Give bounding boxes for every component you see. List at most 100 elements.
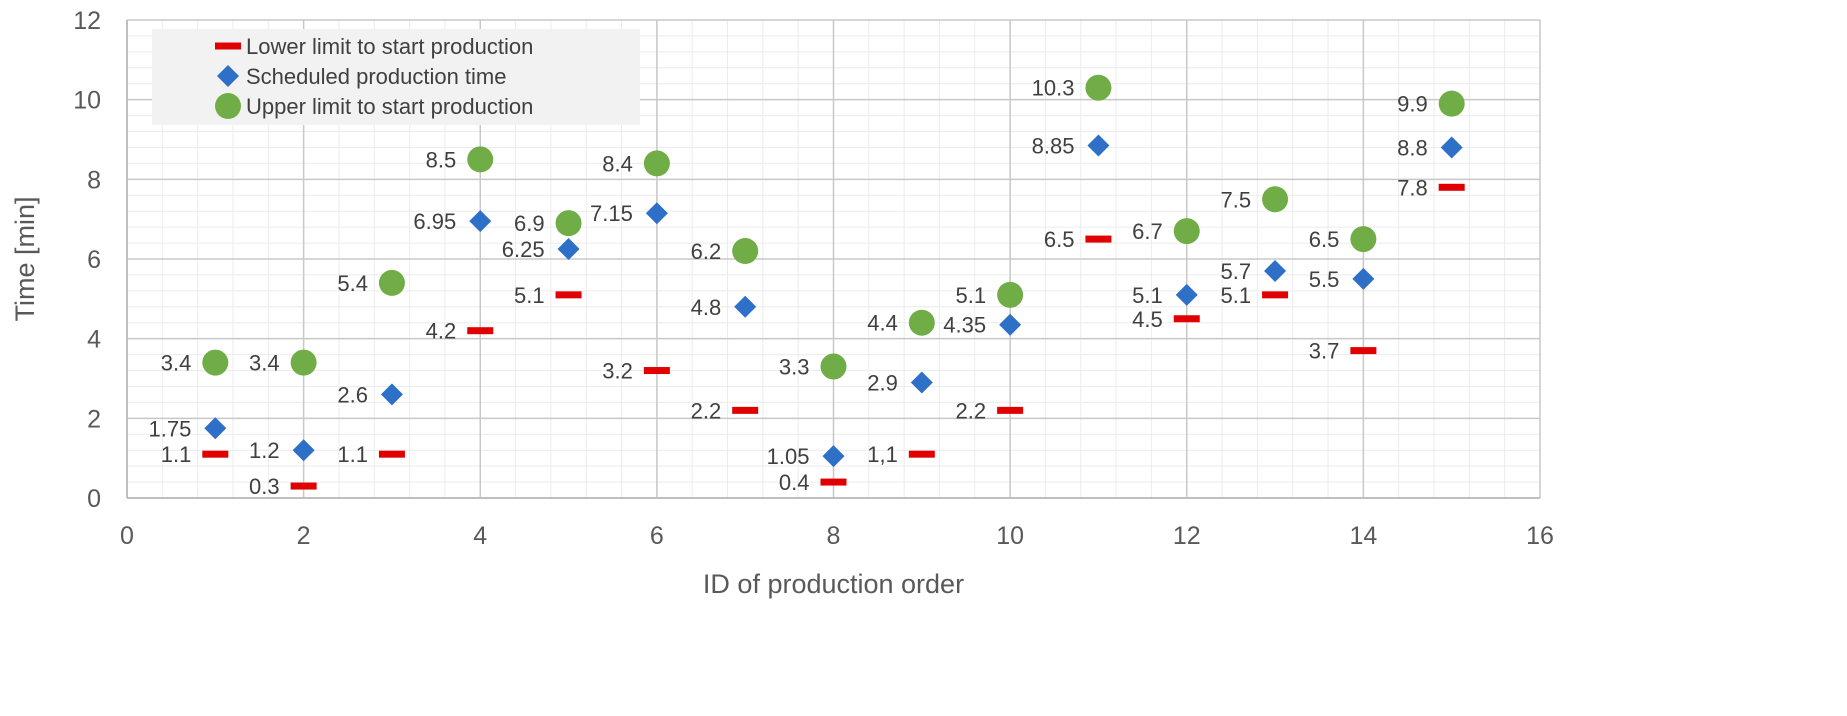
data-labels: 1.10.31.14.25.13.22.20.41,12.26.54.55.13… (148, 76, 1427, 499)
upper-limit-label: 6.5 (1309, 227, 1340, 252)
scheduled-time-label: 8.8 (1397, 135, 1428, 160)
lower-limit-marker (290, 482, 317, 490)
scheduled-time-label: 8.85 (1032, 133, 1075, 158)
x-tick-label: 10 (996, 522, 1024, 550)
scheduled-time-label: 6.95 (413, 209, 456, 234)
lower-limit-marker (1085, 235, 1112, 243)
lower-limit-marker (1262, 291, 1289, 299)
y-axis-title: Time [min] (10, 196, 40, 321)
scheduled-time-label: 7.15 (590, 201, 633, 226)
upper-limit-marker (467, 146, 494, 173)
upper-limit-label: 5.1 (956, 283, 987, 308)
lower-limit-label: 3.2 (602, 359, 633, 384)
legend-label: Scheduled production time (246, 64, 507, 89)
upper-limit-label: 9.9 (1397, 92, 1428, 117)
upper-limit-marker (732, 238, 759, 265)
x-tick-label: 12 (1173, 522, 1201, 550)
scheduled-time-marker (1264, 259, 1287, 282)
x-tick-label: 4 (473, 522, 487, 550)
x-tick-label: 8 (827, 522, 841, 550)
x-tick-label: 0 (120, 522, 134, 550)
y-tick-label: 0 (87, 485, 101, 513)
y-tick-label: 8 (87, 166, 101, 194)
y-tick-label: 12 (73, 7, 101, 35)
upper-limit-marker (1262, 186, 1289, 213)
upper-limit-label: 8.5 (426, 147, 457, 172)
upper-limit-label: 8.4 (602, 151, 633, 176)
upper-limit-label: 6.7 (1132, 219, 1163, 244)
series-layer (202, 74, 1465, 490)
scheduled-time-label: 5.1 (1132, 283, 1163, 308)
x-tick-label: 14 (1349, 522, 1377, 550)
y-tick-label: 10 (73, 87, 101, 115)
upper-limit-marker (202, 349, 229, 376)
lower-limit-marker (378, 450, 405, 458)
upper-limit-marker (290, 349, 317, 376)
lower-limit-marker (908, 450, 935, 458)
scheduled-time-label: 6.25 (502, 237, 545, 262)
scheduled-time-marker (557, 238, 580, 261)
lower-limit-marker (1173, 315, 1200, 323)
y-tick-label: 4 (87, 326, 101, 354)
lower-limit-label: 1.1 (337, 442, 368, 467)
legend-label: Upper limit to start production (246, 94, 533, 119)
lower-limit-marker (732, 406, 759, 414)
legend-marker (217, 65, 239, 87)
scheduled-time-label: 2.9 (867, 370, 898, 395)
upper-limit-label: 10.3 (1032, 76, 1075, 101)
lower-limit-label: 1.1 (161, 442, 192, 467)
lower-limit-label: 4.2 (426, 319, 457, 344)
lower-limit-label: 4.5 (1132, 307, 1163, 332)
scheduled-time-marker (1352, 267, 1375, 290)
upper-limit-marker (820, 353, 847, 380)
legend-marker (215, 93, 241, 119)
upper-limit-label: 3.4 (161, 351, 192, 376)
lower-limit-marker (467, 327, 494, 335)
lower-limit-label: 2.2 (691, 398, 722, 423)
lower-limit-marker (820, 478, 847, 486)
upper-limit-marker (555, 210, 582, 237)
scheduled-time-marker (999, 313, 1022, 336)
x-tick-label: 16 (1526, 522, 1554, 550)
legend-marker (215, 42, 241, 50)
scheduled-time-marker (822, 445, 845, 468)
upper-limit-label: 4.4 (867, 311, 898, 336)
lower-limit-marker (1438, 183, 1465, 191)
upper-limit-marker (1085, 74, 1112, 101)
upper-limit-marker (1438, 90, 1465, 117)
lower-limit-label: 5.1 (1220, 283, 1251, 308)
lower-limit-label: 1,1 (867, 442, 898, 467)
scheduled-time-marker (1175, 283, 1198, 306)
y-tick-label: 2 (87, 405, 101, 433)
scheduled-time-marker (734, 295, 757, 318)
lower-limit-label: 6.5 (1044, 227, 1075, 252)
upper-limit-marker (1350, 226, 1377, 253)
lower-limit-marker (202, 450, 229, 458)
scheduled-time-label: 1.2 (249, 438, 280, 463)
scheduled-time-label: 4.35 (943, 313, 986, 338)
scheduled-time-marker (1440, 136, 1463, 159)
lower-limit-marker (643, 367, 670, 375)
legend: Lower limit to start production Scheduled… (152, 29, 640, 125)
scheduled-time-marker (292, 439, 315, 462)
scheduled-time-marker (645, 202, 668, 225)
scheduled-time-marker (1087, 134, 1110, 157)
axes: 0 2 4 6 8 10 12 14 16 0 2 4 6 8 10 12 (73, 7, 1554, 550)
upper-limit-marker (1173, 218, 1200, 245)
lower-limit-label: 5.1 (514, 283, 545, 308)
x-axis-title: ID of production order (703, 569, 964, 599)
upper-limit-label: 7.5 (1220, 187, 1251, 212)
lower-limit-marker (997, 406, 1024, 414)
scheduled-time-marker (469, 210, 492, 233)
lower-limit-label: 2.2 (956, 398, 987, 423)
lower-limit-marker (1350, 347, 1377, 355)
scheduled-time-label: 1.05 (767, 444, 810, 469)
lower-limit-label: 7.8 (1397, 175, 1428, 200)
y-tick-label: 6 (87, 246, 101, 274)
x-tick-label: 6 (650, 522, 664, 550)
scheduled-time-label: 1.75 (148, 416, 191, 441)
lower-limit-label: 0.4 (779, 470, 810, 495)
scheduled-time-label: 2.6 (337, 382, 368, 407)
scheduled-time-label: 5.7 (1220, 259, 1251, 284)
